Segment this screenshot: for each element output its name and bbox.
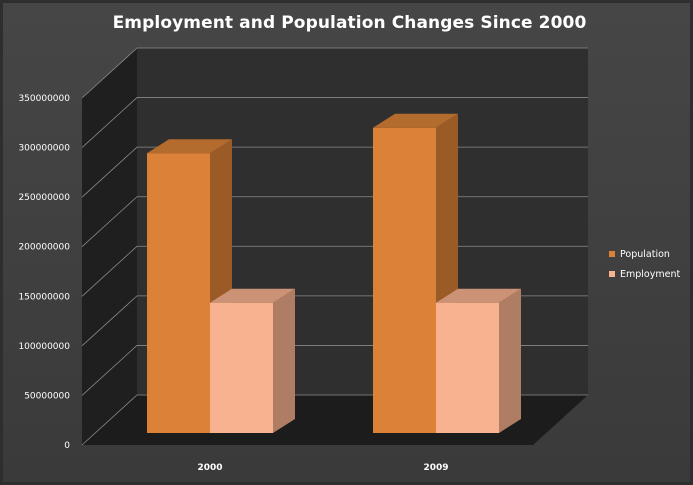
legend: Population Employment [609, 244, 680, 284]
gridline [81, 97, 588, 148]
y-tick-label: 300000000 [18, 144, 70, 154]
legend-label: Employment [620, 268, 681, 280]
legend-item: Employment [609, 264, 680, 284]
legend-swatch [609, 271, 615, 277]
bar-employment-2000 [210, 302, 273, 433]
gridline [81, 47, 588, 99]
y-tick-label: 200000000 [18, 243, 70, 253]
x-tick-label: 2009 [423, 463, 448, 473]
bar-employment-2009 [436, 302, 499, 433]
y-tick-label: 100000000 [18, 342, 70, 352]
y-tick-label: 350000000 [18, 94, 70, 104]
legend-label: Population [620, 248, 670, 260]
legend-item: Population [609, 244, 680, 264]
bar-population-2009 [373, 127, 436, 434]
bar-top-population [147, 139, 232, 154]
bar-population-2000 [147, 153, 210, 433]
chart-title: Employment and Population Changes Since … [112, 13, 587, 33]
bar-side-employment [273, 288, 295, 433]
bar-top-employment [436, 288, 521, 303]
legend-swatch [609, 251, 615, 257]
y-tick-label: 0 [64, 441, 70, 451]
side-wall [82, 48, 137, 445]
bar-side-employment [499, 288, 521, 433]
y-tick-label: 150000000 [18, 292, 70, 302]
x-tick-label: 2000 [197, 463, 222, 473]
y-tick-label: 250000000 [18, 193, 70, 203]
bar-top-population [373, 113, 458, 128]
y-tick-label: 50000000 [24, 391, 70, 401]
bar-top-employment [210, 288, 295, 303]
